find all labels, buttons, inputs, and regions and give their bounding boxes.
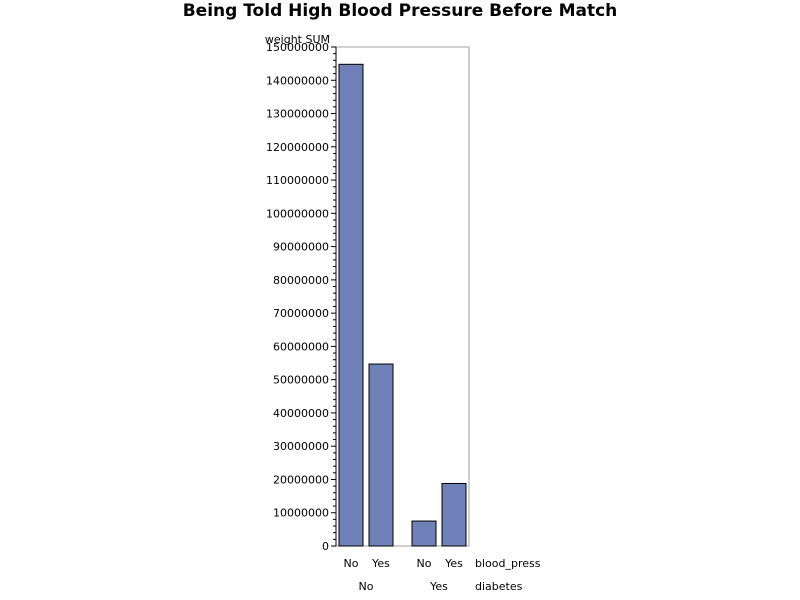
y-tick-label: 20000000 xyxy=(273,473,329,486)
y-tick-label: 150000000 xyxy=(266,41,329,54)
y-tick-label: 90000000 xyxy=(273,241,329,254)
y-tick-label: 50000000 xyxy=(273,374,329,387)
x-tick-label: No xyxy=(417,557,432,570)
y-tick-label: 80000000 xyxy=(273,274,329,287)
y-axis-ticks: 0 10000000 20000000 30000000 40000000 5000000… xyxy=(266,41,336,553)
bar-yes-no xyxy=(411,520,437,547)
bar-no-no xyxy=(338,63,364,547)
y-tick-label: 40000000 xyxy=(273,407,329,420)
bar-yes-yes xyxy=(441,482,467,547)
x-tick-label: Yes xyxy=(444,557,463,570)
chart-title: Being Told High Blood Pressure Before Ma… xyxy=(183,1,618,21)
group-label: No xyxy=(359,580,374,593)
outer-group-label: diabetes xyxy=(475,580,523,593)
group-label: Yes xyxy=(429,580,448,593)
x-tick-label: Yes xyxy=(371,557,390,570)
y-tick-label: 110000000 xyxy=(266,174,329,187)
y-tick-label: 30000000 xyxy=(273,440,329,453)
y-tick-label: 130000000 xyxy=(266,108,329,121)
y-tick-label: 60000000 xyxy=(273,340,329,353)
bars xyxy=(338,63,467,547)
x-tick-label: No xyxy=(344,557,359,570)
y-tick-label: 140000000 xyxy=(266,74,329,87)
inner-group-label: blood_press xyxy=(475,557,541,570)
y-tick-label: 0 xyxy=(322,540,329,553)
y-tick-label: 100000000 xyxy=(266,207,329,220)
bar-no-yes xyxy=(368,363,394,547)
y-axis-label: weight SUM xyxy=(265,33,330,46)
y-tick-label: 70000000 xyxy=(273,307,329,320)
y-tick-label: 10000000 xyxy=(273,507,329,520)
y-tick-label: 120000000 xyxy=(266,141,329,154)
